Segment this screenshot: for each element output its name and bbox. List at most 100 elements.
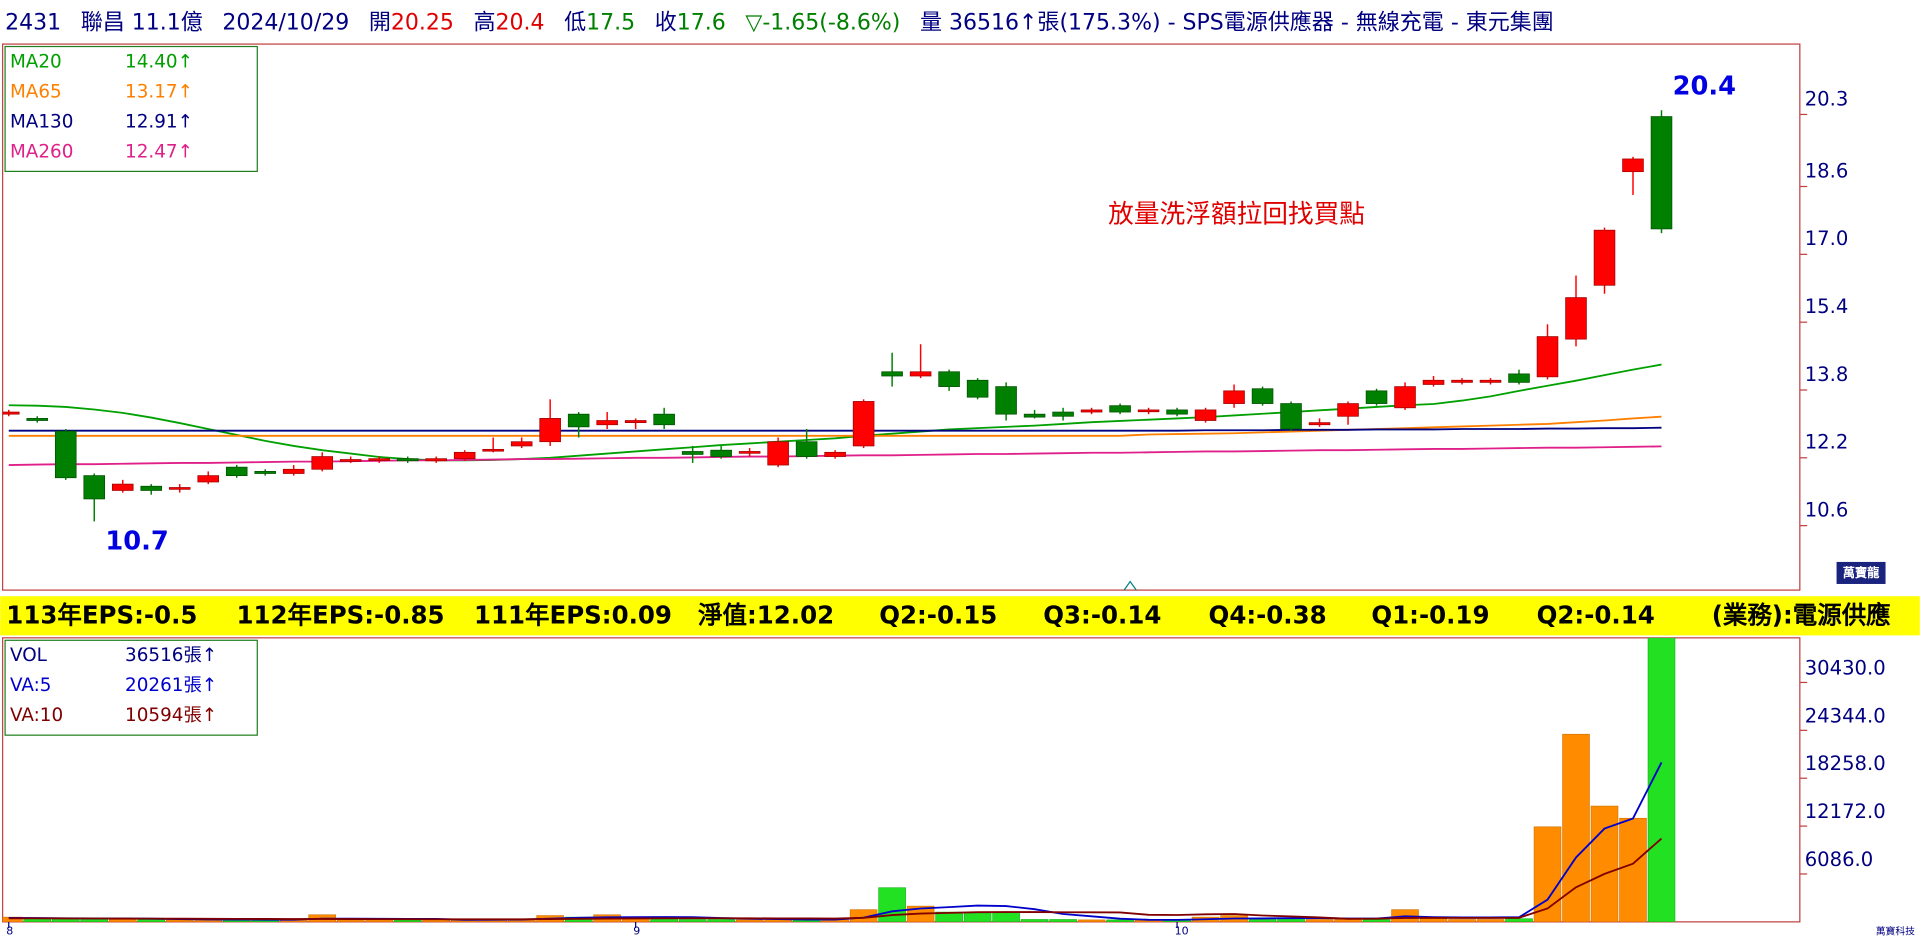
- info-item: 113年EPS:-0.5: [6, 600, 197, 629]
- candle-body: [1109, 405, 1131, 413]
- ma-line: [8, 363, 1662, 462]
- volume-bar: [1647, 637, 1676, 922]
- candle-body: [311, 456, 333, 470]
- volume-bar: [137, 919, 166, 922]
- legend-name: MA20: [10, 51, 62, 72]
- legend-box: [4, 639, 258, 736]
- candle-body: [1451, 379, 1473, 383]
- x-tick-label: 9: [633, 925, 640, 938]
- volume-lines: [8, 762, 1663, 921]
- legend-value: 13.17↑: [125, 81, 193, 102]
- header-text: 2431: [5, 10, 61, 35]
- x-tick-label: 8: [6, 925, 13, 938]
- candle-body: [453, 451, 476, 460]
- candle-body: [852, 401, 875, 447]
- va-line: [8, 837, 1663, 921]
- high-label: 20.4: [1673, 71, 1736, 101]
- info-item: 112年EPS:-0.85: [236, 600, 444, 629]
- candle-body: [1536, 336, 1559, 378]
- candle-body: [168, 487, 191, 490]
- info-item: (業務):電源供應: [1712, 600, 1891, 629]
- volume-bar: [336, 919, 365, 922]
- candle-body: [1508, 373, 1530, 383]
- header-text: ▽-1.65(-8.6%): [745, 10, 900, 35]
- candle-body: [1650, 116, 1673, 230]
- y-tick-label: 17.0: [1805, 227, 1849, 250]
- candle-body: [995, 386, 1017, 415]
- info-item: Q4:-0.38: [1209, 600, 1327, 629]
- y-tick-label: 24344.0: [1805, 704, 1886, 727]
- info-bar: [0, 596, 1920, 636]
- header: 2431 聯昌 11.1億 2024/10/29 開20.25 高20.4 低17.5 收1…: [5, 9, 1554, 35]
- y-tick-label: 12172.0: [1805, 800, 1886, 823]
- legend-name: VA:10: [10, 705, 63, 726]
- watermark-box: [1836, 561, 1886, 584]
- candle-body: [1422, 379, 1445, 385]
- volume-bar: [1505, 918, 1533, 922]
- marker: [1123, 580, 1137, 591]
- candle-body: [225, 466, 248, 476]
- candle-body: [1365, 390, 1388, 404]
- candle-body: [1023, 413, 1046, 418]
- candle-body: [1622, 158, 1644, 173]
- volume-bar: [1020, 919, 1049, 922]
- volume-bar: [1049, 919, 1077, 922]
- volume-bar: [165, 919, 194, 922]
- volume-bar: [1106, 919, 1134, 922]
- legend-value: 12.91↑: [125, 111, 193, 132]
- candle-body: [111, 483, 134, 491]
- legend-box: [4, 45, 258, 173]
- volume-bar: [108, 919, 137, 922]
- candle-body: [567, 413, 590, 428]
- candle-body: [482, 448, 504, 452]
- volume-bar: [393, 919, 422, 922]
- volume-bar: [1619, 817, 1647, 922]
- candle-body: [767, 441, 789, 466]
- volume-bar: [422, 919, 450, 922]
- header-value: 17.6: [677, 10, 726, 35]
- candles: [2, 110, 1673, 522]
- header-value: 20.25: [391, 10, 454, 35]
- candle-body: [824, 451, 846, 457]
- volume-bar: [1476, 919, 1505, 922]
- legend-name: VA:5: [10, 675, 52, 696]
- header-label: 收: [655, 10, 677, 35]
- candle-body: [368, 458, 390, 461]
- info-item: Q3:-0.14: [1043, 600, 1161, 629]
- candle-body: [539, 418, 561, 443]
- candle-body: [1280, 403, 1302, 430]
- y-tick-label: 6086.0: [1805, 848, 1874, 871]
- legend-name: MA65: [10, 81, 62, 102]
- x-tick-label: 10: [1175, 925, 1189, 938]
- candle-body: [1394, 386, 1416, 409]
- legend-value: 14.40↑: [125, 51, 193, 72]
- volume-bar: [1077, 919, 1106, 922]
- candle-body: [140, 485, 163, 491]
- y-tick-label: 12.2: [1805, 431, 1849, 454]
- candle-body: [1080, 409, 1103, 413]
- candle-body: [26, 418, 49, 421]
- volume-bar: [2, 916, 23, 922]
- candle-body: [653, 413, 675, 426]
- candle-body: [681, 451, 704, 455]
- candle-body: [881, 371, 903, 377]
- info-item: 淨值:12.02: [698, 600, 834, 629]
- candle-body: [83, 475, 106, 500]
- candle-body: [738, 451, 761, 454]
- candle-body: [1166, 409, 1188, 415]
- volume-bar: [707, 919, 735, 922]
- volume-panel: [2, 637, 1801, 923]
- volume-bar: [1562, 733, 1590, 922]
- footer: 萬寶科技: [1876, 925, 1915, 938]
- info-item: Q2:-0.15: [879, 600, 997, 629]
- candle-body: [938, 371, 960, 387]
- series-lines: [8, 363, 1662, 466]
- volume-bar: [735, 919, 764, 922]
- volume-bar: [1590, 805, 1619, 922]
- candle-body: [396, 458, 419, 462]
- volume-bar: [678, 919, 707, 922]
- header-text: 2024/10/29: [222, 10, 349, 35]
- header-text: 量 36516↑張(175.3%) - SPS電源供應器 - 無線充電 - 東元…: [920, 9, 1554, 35]
